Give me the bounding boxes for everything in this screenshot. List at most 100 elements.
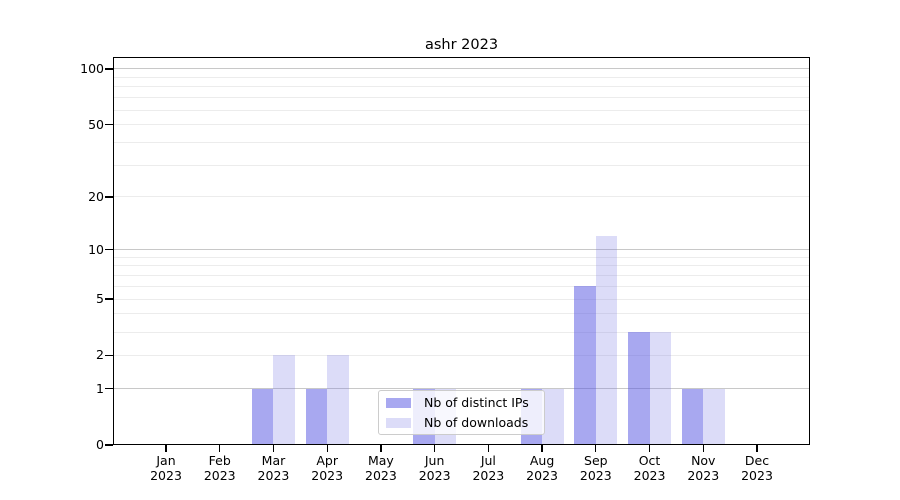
gridline-minor (113, 124, 810, 126)
x-tick (756, 445, 758, 452)
x-tick-year: 2023 (472, 468, 505, 483)
x-tick (648, 445, 651, 452)
y-tick-label: 1 (96, 380, 104, 396)
gridline-minor (113, 275, 810, 277)
legend-label: Nb of downloads (424, 415, 529, 430)
bar-nov-distinct-ips (681, 388, 704, 445)
x-tick-year: 2023 (687, 468, 720, 483)
x-tick-year: 2023 (526, 468, 558, 483)
x-tick (541, 445, 543, 452)
y-tick-label: 10 (88, 241, 104, 257)
y-tick (105, 298, 113, 300)
x-tick-label: Nov 2023 (673, 453, 733, 483)
gridline-major (113, 388, 810, 390)
y-tick-label: 50 (88, 116, 104, 132)
legend-row: Nb of downloads (386, 415, 537, 430)
y-tick (105, 354, 113, 357)
x-tick-month: Jan (156, 453, 176, 468)
y-tick-label: 20 (88, 188, 104, 204)
y-tick-label: 5 (96, 291, 104, 307)
gridline-minor (113, 285, 810, 287)
gridline-minor (113, 196, 810, 198)
gridline-minor (113, 265, 810, 267)
gridline-minor (113, 298, 810, 300)
x-tick-month: Dec (744, 453, 770, 468)
x-tick (326, 445, 328, 452)
legend-label: Nb of distinct IPs (424, 395, 529, 410)
bar-oct-downloads (649, 332, 672, 445)
x-tick-month: Sep (584, 453, 608, 468)
bar-apr-downloads (327, 355, 349, 445)
bar-oct-distinct-ips (628, 332, 650, 445)
x-tick-label: Mar 2023 (243, 453, 303, 483)
bar-aug-downloads (542, 388, 564, 445)
gridline-minor (113, 164, 810, 166)
legend: Nb of distinct IPs Nb of downloads (378, 390, 545, 435)
y-tick (105, 248, 113, 251)
y-tick-label: 100 (80, 60, 104, 76)
y-tick (105, 68, 113, 70)
gridline-minor (113, 141, 810, 143)
gridline-minor (113, 76, 810, 78)
x-tick-year: 2023 (741, 468, 773, 483)
x-tick (380, 445, 382, 452)
axes-frame (113, 57, 810, 445)
y-tick (105, 124, 113, 126)
x-tick-year: 2023 (311, 468, 344, 483)
gridline-minor (113, 354, 810, 356)
plot-area: Nb of distinct IPs Nb of downloads 0 1 2 5 10… (80, 57, 810, 483)
y-tick (105, 196, 113, 198)
x-tick-year: 2023 (150, 468, 182, 483)
x-tick-month: Jul (480, 453, 496, 468)
x-tick-month: Jun (424, 453, 445, 468)
bar-nov-downloads (703, 388, 725, 445)
x-tick-label: Aug 2023 (512, 453, 572, 483)
gridline-minor (113, 86, 810, 88)
x-tick-label: Jul 2023 (458, 453, 518, 483)
x-tick-month: Apr (316, 453, 338, 468)
bar-mar-downloads (273, 355, 295, 445)
x-tick (165, 445, 167, 452)
x-tick (433, 445, 436, 452)
gridline-minor (113, 97, 810, 99)
gridline-major (113, 249, 810, 251)
x-tick-label: Jun 2023 (405, 453, 465, 483)
x-tick (702, 445, 704, 452)
x-tick (272, 445, 275, 452)
y-tick (105, 444, 113, 446)
x-tick-year: 2023 (633, 468, 666, 483)
gridline-major (113, 68, 810, 70)
x-tick (595, 445, 597, 452)
gridline-minor (113, 256, 810, 258)
legend-row: Nb of distinct IPs (386, 395, 537, 410)
gridline-minor (113, 313, 810, 315)
x-tick-month: Nov (691, 453, 716, 468)
x-tick-label: Oct 2023 (620, 453, 680, 483)
x-tick-year: 2023 (418, 468, 451, 483)
x-tick (487, 445, 489, 452)
x-tick-label: Sep 2023 (566, 453, 626, 483)
x-tick-year: 2023 (579, 468, 612, 483)
x-tick-label: Jan 2023 (136, 453, 196, 483)
x-tick-year: 2023 (257, 468, 290, 483)
gridline-minor (113, 109, 810, 111)
y-tick (105, 387, 113, 390)
x-tick-month: Oct (638, 453, 661, 468)
x-tick-month: Feb (208, 453, 231, 468)
x-tick-label: May 2023 (351, 453, 411, 483)
bar-mar-distinct-ips (251, 388, 274, 445)
x-tick-year: 2023 (203, 468, 236, 483)
x-tick-label: Feb 2023 (190, 453, 250, 483)
bar-sep-distinct-ips (574, 286, 596, 445)
chart-title: ashr 2023 (424, 37, 499, 53)
x-tick (219, 445, 221, 452)
x-tick-year: 2023 (365, 468, 397, 483)
y-tick-label: 2 (96, 347, 104, 363)
gridline-minor (113, 331, 810, 333)
x-tick-month: Mar (261, 453, 286, 468)
x-tick-month: May (367, 453, 394, 468)
legend-swatch-downloads (386, 417, 411, 428)
x-tick-label: Apr 2023 (297, 453, 357, 483)
legend-swatch-distinct-ips (386, 397, 411, 408)
